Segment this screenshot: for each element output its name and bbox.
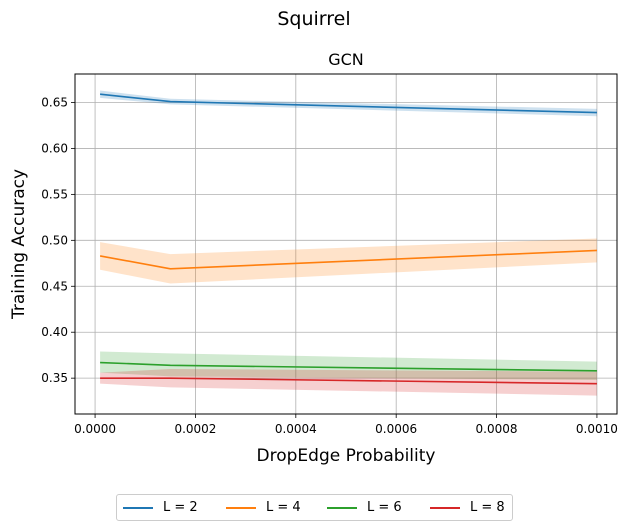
x-tick-label: 0.0000 <box>74 422 116 436</box>
chart-title: GCN <box>328 50 364 69</box>
series-lines <box>99 93 597 385</box>
series-band <box>100 368 597 396</box>
legend: L = 2 L = 4 L = 6 L = 8 <box>116 494 513 521</box>
y-tick-label: 0.65 <box>41 95 68 109</box>
series-band <box>100 351 597 380</box>
legend-swatch <box>327 507 357 509</box>
y-tick-label: 0.55 <box>41 187 68 201</box>
grid <box>75 74 617 414</box>
legend-label: L = 6 <box>367 500 402 515</box>
series-line <box>100 361 597 372</box>
y-tick-label: 0.40 <box>41 325 68 339</box>
series-line <box>100 377 597 385</box>
y-tick-label: 0.50 <box>41 233 68 247</box>
x-tick-label: 0.0002 <box>174 422 216 436</box>
confidence-bands <box>100 90 597 396</box>
legend-label: L = 4 <box>266 500 301 515</box>
figure-suptitle: Squirrel <box>277 8 350 30</box>
plot-frame <box>74 73 618 415</box>
legend-label: L = 2 <box>163 500 198 515</box>
y-axis-label: Training Accuracy <box>9 169 29 320</box>
y-tick-label: 0.60 <box>41 141 68 155</box>
x-tick-label: 0.0004 <box>275 422 317 436</box>
x-tick-label: 0.0008 <box>476 422 518 436</box>
legend-swatch <box>123 507 153 509</box>
legend-label: L = 8 <box>470 500 505 515</box>
series-band <box>100 90 597 117</box>
y-tick-label: 0.45 <box>41 279 68 293</box>
y-axis-ticks: 0.35 0.40 0.45 0.50 0.55 0.60 0.65 <box>41 95 75 385</box>
x-tick-label: 0.0006 <box>375 422 417 436</box>
series-line <box>99 249 597 270</box>
x-axis-label: DropEdge Probability <box>257 446 436 466</box>
legend-swatch <box>430 507 460 509</box>
legend-swatch <box>226 507 256 509</box>
x-tick-label: 0.0010 <box>576 422 618 436</box>
y-tick-label: 0.35 <box>41 371 68 385</box>
series-line <box>100 93 597 114</box>
x-axis-ticks: 0.0000 0.0002 0.0004 0.0006 0.0008 0.0010 <box>74 414 618 436</box>
